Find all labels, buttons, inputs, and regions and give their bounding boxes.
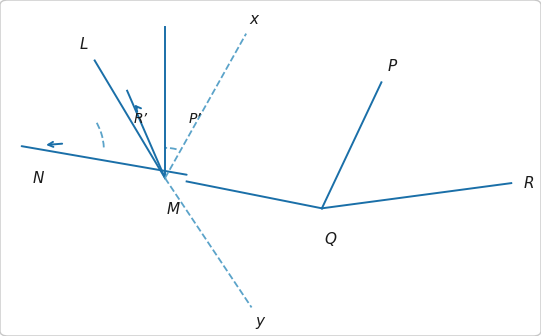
Text: Q: Q: [324, 232, 336, 247]
Text: R: R: [523, 176, 534, 191]
Text: R’: R’: [134, 112, 148, 126]
Text: M: M: [167, 202, 180, 217]
Text: P’: P’: [188, 112, 201, 126]
Text: P: P: [387, 59, 397, 74]
Text: y: y: [255, 314, 264, 329]
Text: x: x: [250, 12, 259, 27]
Text: N: N: [32, 171, 44, 186]
Text: L: L: [80, 37, 88, 52]
